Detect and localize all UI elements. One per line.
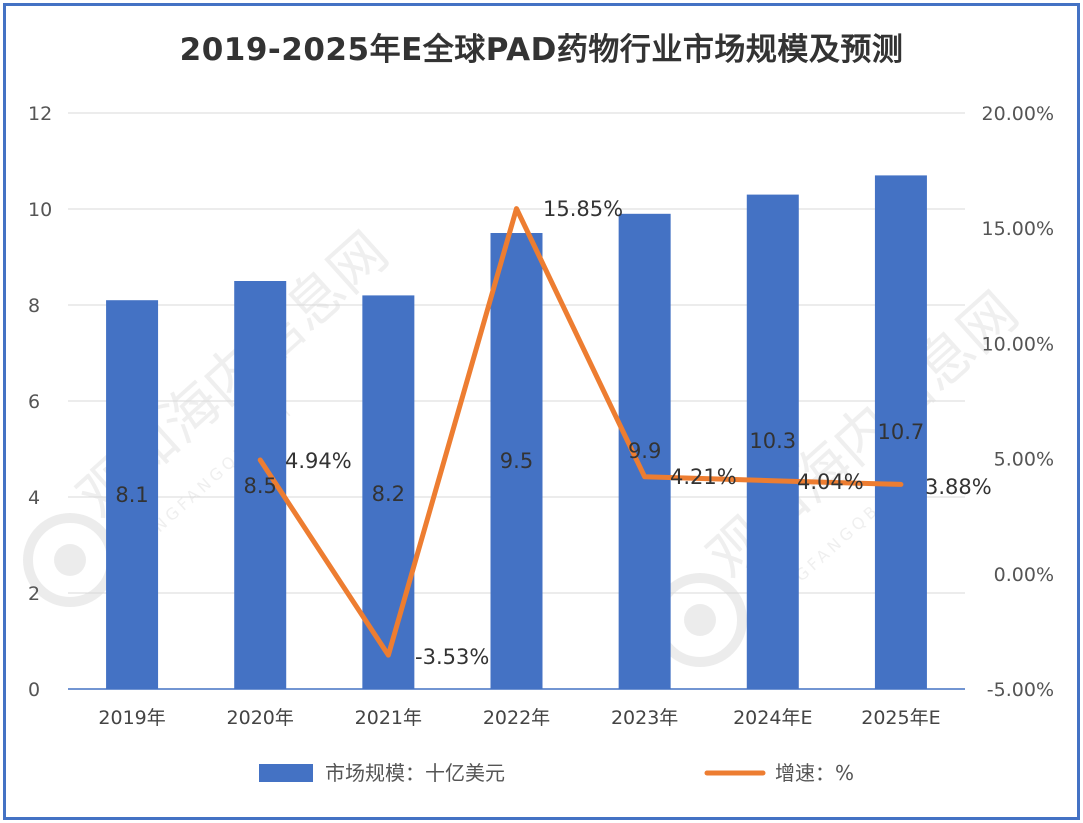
y-right-tick-label: 0.00% (994, 564, 1054, 586)
legend-swatch-bar (259, 764, 313, 782)
y-right-tick-label: 15.00% (982, 218, 1054, 240)
line-value-label: 4.94% (285, 449, 352, 473)
y-left-tick-label: 0 (28, 679, 40, 701)
growth-line (257, 206, 904, 658)
axes: 0 2 4 6 8 10 12 -5.00% 0.00% 5.00% 10.00% 15.00% 20.… (28, 103, 1054, 729)
chart-title: 2019-2025年E全球PAD药物行业市场规模及预测 (179, 32, 904, 68)
bar-value-label: 8.1 (115, 483, 148, 507)
y-left-tick-label: 2 (28, 583, 40, 605)
y-left-tick-label: 10 (28, 199, 52, 221)
y-left-tick-label: 4 (28, 487, 40, 509)
bar-value-label: 8.5 (244, 474, 277, 498)
y-left-tick-label: 8 (28, 295, 40, 317)
legend-label-bar: 市场规模：十亿美元 (325, 761, 505, 785)
line-value-label: 4.04% (797, 470, 864, 494)
line-value-label: 3.88% (925, 475, 992, 499)
line-series (257, 206, 904, 658)
line-value-label: -3.53% (415, 645, 489, 669)
watermark-eye-icon (684, 604, 716, 636)
line-value-label: 15.85% (543, 197, 623, 221)
bar-value-label: 10.7 (878, 420, 925, 444)
bar (106, 300, 159, 689)
legend: 市场规模：十亿美元 增速：% (259, 761, 854, 785)
bar (490, 233, 543, 689)
bar (618, 213, 671, 690)
x-tick-label: 2022年 (483, 707, 550, 729)
y-left-tick-label: 12 (28, 103, 52, 125)
y-right-tick-label: 20.00% (982, 103, 1054, 125)
bar (874, 175, 927, 689)
x-tick-label: 2020年 (227, 707, 294, 729)
bar (746, 194, 799, 689)
y-right-tick-label: 5.00% (994, 449, 1054, 471)
bar-value-label: 9.5 (500, 449, 533, 473)
bar-value-label: 9.9 (628, 439, 661, 463)
watermark-eye-icon (54, 544, 86, 576)
bar-value-label: 8.2 (372, 482, 405, 506)
bar-value-label: 10.3 (749, 429, 796, 453)
x-tick-label: 2019年 (98, 707, 165, 729)
x-tick-label: 2023年 (611, 707, 678, 729)
bar-series (106, 175, 927, 690)
legend-label-line: 增速：% (775, 761, 854, 785)
watermark-text: 观知海内信息网 (696, 280, 1031, 591)
x-tick-label: 2024年E (733, 707, 812, 729)
x-tick-label: 2021年 (355, 707, 422, 729)
data-labels: 8.1 8.5 8.2 9.5 9.9 10.3 10.7 4.94% -3.53% 15.85%… (115, 197, 991, 669)
y-right-tick-label: 10.00% (982, 333, 1054, 355)
y-right-tick-label: -5.00% (987, 679, 1054, 701)
bar (362, 295, 415, 689)
x-tick-label: 2025年E (861, 707, 940, 729)
y-left-tick-label: 6 (28, 391, 40, 413)
line-value-label: 4.21% (670, 465, 737, 489)
